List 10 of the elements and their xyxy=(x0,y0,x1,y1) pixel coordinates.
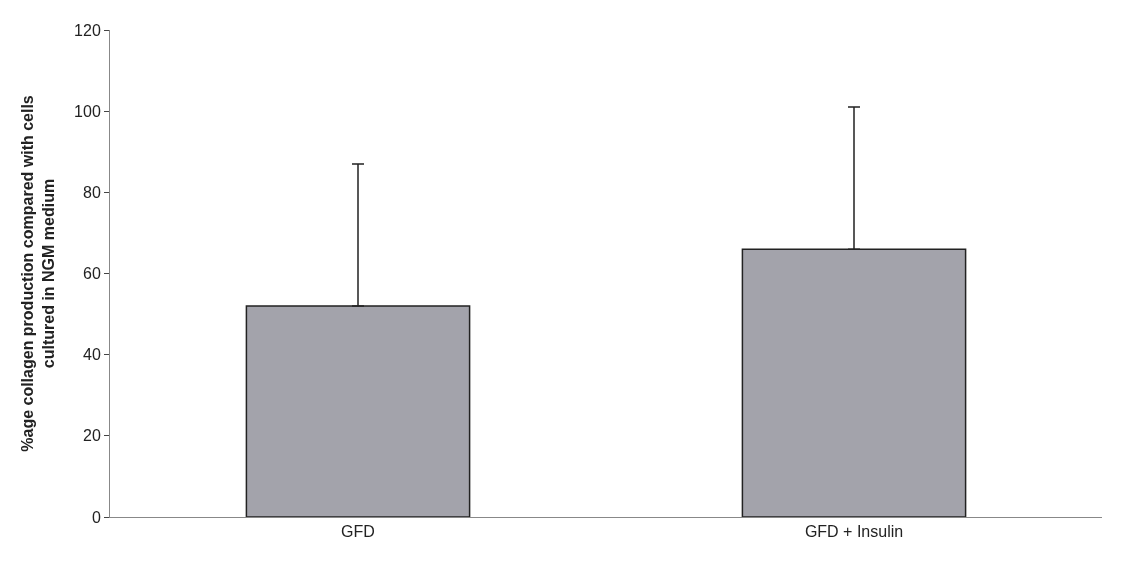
y-axis-title: %age collagen production compared with cells cultured in NGM medium xyxy=(19,95,57,452)
y-tick-label: 0 xyxy=(91,508,101,526)
x-tick-label: GFD xyxy=(341,523,375,541)
y-tick-label: 120 xyxy=(74,21,101,39)
y-tick-label: 60 xyxy=(83,265,101,283)
x-tick-label: GFD + Insulin xyxy=(804,523,904,541)
y-tick-label: 20 xyxy=(83,427,101,445)
y-tick-label: 80 xyxy=(83,183,101,201)
y-tick-label: 100 xyxy=(74,102,101,120)
y-tick-label: 40 xyxy=(83,346,101,364)
